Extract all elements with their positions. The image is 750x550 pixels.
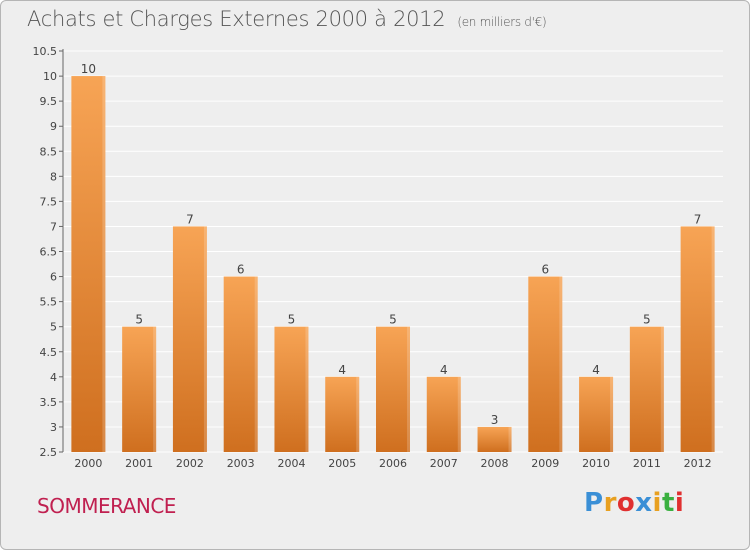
bar-highlight [559, 276, 563, 452]
bar-2010 [579, 376, 614, 452]
x-tick-label: 2010 [582, 457, 610, 470]
data-label: 4 [592, 363, 600, 377]
y-tick-label: 4 [50, 371, 57, 384]
bar-2011 [629, 326, 664, 452]
bar-2007 [426, 376, 461, 452]
chart-subtitle: (en milliers d'€) [457, 15, 547, 29]
bar-2008 [477, 426, 512, 452]
logo-letter: r [603, 488, 617, 518]
x-tick-label: 2011 [633, 457, 661, 470]
bar-highlight [203, 226, 207, 452]
y-tick-label: 4.5 [40, 346, 58, 359]
data-label: 7 [186, 212, 194, 226]
x-tick-label: 2008 [481, 457, 509, 470]
y-axis-ticks: 2.5 3 3.5 4 4.5 5 5.5 6 6.5 7 7.5 8 8.5 9 9.5 10 10.5 [33, 45, 64, 459]
logo-letter: t [661, 488, 675, 518]
y-tick-label: 9 [50, 120, 57, 133]
logo-letter: x [635, 488, 653, 518]
bar-highlight [457, 376, 461, 452]
place-name: SOMMERANCE [37, 494, 176, 518]
bar-highlight [711, 226, 715, 452]
bars [71, 76, 715, 452]
y-tick-label: 7 [50, 220, 57, 233]
x-tick-label: 2000 [74, 457, 102, 470]
data-label: 4 [338, 363, 346, 377]
y-tick-label: 10.5 [33, 45, 58, 58]
bar-highlight [254, 276, 258, 452]
bar-2002 [172, 226, 207, 452]
bar-2004 [274, 326, 309, 452]
x-tick-label: 2007 [430, 457, 458, 470]
logo-letter: i [652, 488, 662, 518]
x-tick-label: 2001 [125, 457, 153, 470]
data-label: 5 [643, 313, 651, 327]
x-tick-label: 2003 [227, 457, 255, 470]
logo-letter: P [584, 488, 604, 518]
data-label: 5 [135, 313, 143, 327]
x-tick-label: 2002 [176, 457, 204, 470]
bar-2001 [122, 326, 157, 452]
y-tick-label: 8.5 [40, 145, 58, 158]
logo-letter: o [616, 488, 636, 518]
x-tick-label: 2006 [379, 457, 407, 470]
chart-title-text: Achats et Charges Externes 2000 à 2012 [27, 7, 446, 31]
y-tick-label: 5.5 [40, 296, 58, 309]
x-tick-label: 2004 [277, 457, 305, 470]
bar-highlight [356, 376, 360, 452]
data-label: 5 [389, 313, 397, 327]
bar-2012 [680, 226, 715, 452]
bar-highlight [102, 76, 106, 452]
data-label: 6 [541, 263, 549, 277]
y-tick-label: 3 [50, 421, 57, 434]
x-tick-label: 2009 [531, 457, 559, 470]
bar-2000 [71, 76, 106, 452]
bar-2003 [223, 276, 258, 452]
bar-highlight [153, 326, 157, 452]
y-tick-label: 8 [50, 170, 57, 183]
y-tick-label: 10 [43, 70, 57, 83]
bar-highlight [508, 426, 512, 452]
chart-title: Achats et Charges Externes 2000 à 2012 (e… [27, 7, 547, 31]
x-tick-label: 2012 [684, 457, 712, 470]
y-tick-label: 6.5 [40, 246, 58, 259]
y-tick-label: 5 [50, 321, 57, 334]
data-label: 6 [237, 263, 245, 277]
proxiti-logo: Proxiti [584, 488, 684, 518]
y-tick-label: 3.5 [40, 396, 58, 409]
data-labels: 10 5 7 6 5 4 5 4 3 6 4 5 7 [81, 62, 702, 427]
x-axis-ticks: 2000 2001 2002 2003 2004 2005 2006 2007 2008 2009… [74, 457, 711, 470]
logo-letter: i [674, 488, 685, 518]
y-tick-label: 2.5 [40, 446, 58, 459]
bar-2009 [528, 276, 563, 452]
data-label: 3 [491, 413, 499, 427]
data-label: 5 [288, 313, 296, 327]
bar-highlight [660, 326, 664, 452]
y-tick-label: 7.5 [40, 195, 58, 208]
data-label: 4 [440, 363, 448, 377]
y-tick-label: 6 [50, 271, 57, 284]
bar-2005 [325, 376, 360, 452]
data-label: 7 [694, 212, 702, 226]
bar-highlight [407, 326, 410, 452]
bar-2006 [376, 326, 410, 452]
data-label: 10 [81, 62, 96, 76]
y-tick-label: 9.5 [40, 95, 58, 108]
bar-highlight [305, 326, 309, 452]
x-tick-label: 2005 [328, 457, 356, 470]
bar-highlight [610, 376, 614, 452]
